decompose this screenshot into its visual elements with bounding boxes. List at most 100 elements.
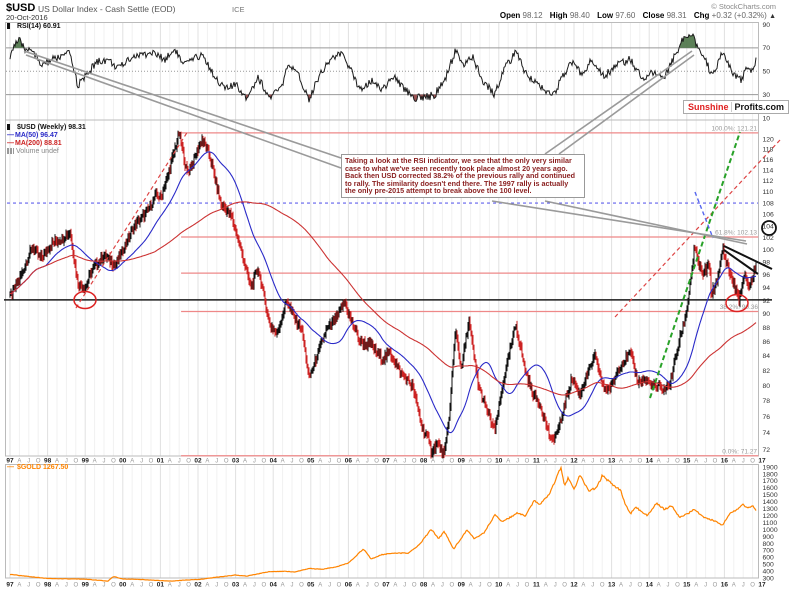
svg-text:10: 10	[495, 458, 503, 465]
svg-text:A: A	[55, 583, 59, 589]
low-value: 97.60	[615, 11, 636, 20]
svg-text:14: 14	[646, 458, 654, 465]
svg-text:J: J	[554, 459, 557, 465]
svg-text:A: A	[168, 583, 172, 589]
svg-text:J: J	[441, 583, 444, 589]
svg-text:O: O	[111, 459, 116, 465]
ma200-legend-label: MA(200) 88.81	[15, 140, 62, 147]
svg-text:O: O	[562, 583, 567, 589]
ma50-legend: —MA(50) 96.47	[7, 132, 58, 139]
svg-text:06: 06	[345, 458, 353, 465]
svg-text:A: A	[619, 583, 623, 589]
svg-text:01: 01	[157, 458, 165, 465]
svg-text:A: A	[657, 583, 661, 589]
svg-text:300: 300	[763, 576, 775, 583]
gold-legend: — $GOLD 1267.50	[7, 464, 68, 471]
stockcharts-copyright: © StockCharts.com	[711, 2, 776, 11]
svg-text:104: 104	[763, 223, 775, 230]
up-arrow-icon: ▲	[769, 13, 776, 20]
svg-text:02: 02	[194, 458, 202, 465]
svg-text:15: 15	[683, 582, 691, 589]
svg-text:A: A	[506, 583, 510, 589]
svg-text:106: 106	[763, 212, 775, 219]
svg-text:118: 118	[763, 147, 774, 154]
ma50-line-icon: —	[7, 132, 14, 139]
svg-text:O: O	[111, 583, 116, 589]
candlestick-icon	[7, 124, 15, 131]
svg-text:O: O	[73, 583, 78, 589]
svg-text:38.2%: 90.36: 38.2%: 90.36	[720, 304, 759, 311]
svg-text:108: 108	[763, 200, 775, 207]
panel-borders	[5, 22, 759, 579]
svg-text:94: 94	[763, 285, 771, 292]
svg-text:O: O	[73, 459, 78, 465]
svg-text:O: O	[449, 583, 454, 589]
svg-text:1900: 1900	[763, 464, 778, 471]
rsi-legend: RSI(14) 60.91	[7, 23, 61, 30]
svg-text:12: 12	[570, 582, 578, 589]
highlight-circles	[73, 220, 777, 313]
horizontal-lines	[4, 202, 772, 301]
svg-text:A: A	[393, 459, 397, 465]
svg-text:O: O	[600, 459, 605, 465]
svg-text:J: J	[516, 459, 519, 465]
ma200-line-icon: —	[7, 140, 14, 147]
svg-text:O: O	[337, 459, 342, 465]
svg-text:116: 116	[763, 157, 774, 164]
svg-text:J: J	[215, 459, 218, 465]
svg-text:76: 76	[763, 414, 771, 421]
svg-text:A: A	[657, 459, 661, 465]
svg-text:14: 14	[646, 582, 654, 589]
svg-text:J: J	[328, 583, 331, 589]
svg-text:90: 90	[763, 311, 771, 318]
svg-text:96: 96	[763, 272, 771, 279]
svg-text:800: 800	[763, 541, 775, 548]
open-label: Open	[499, 11, 521, 20]
svg-text:110: 110	[763, 189, 774, 196]
indicator-icon	[7, 23, 15, 30]
svg-text:J: J	[441, 459, 444, 465]
svg-text:A: A	[393, 583, 397, 589]
gold-legend-label: $GOLD 1267.50	[16, 464, 69, 471]
svg-text:86: 86	[763, 339, 771, 346]
svg-text:120: 120	[763, 136, 775, 143]
svg-text:O: O	[299, 459, 304, 465]
svg-text:O: O	[637, 459, 642, 465]
svg-text:A: A	[17, 459, 21, 465]
svg-text:15: 15	[683, 458, 691, 465]
svg-text:08: 08	[420, 582, 428, 589]
fibonacci-lines: 100.0%: 121.21 61.8%: 102.13 38.2%: 90.36 0…	[181, 125, 759, 457]
svg-text:A: A	[431, 583, 435, 589]
svg-text:112: 112	[763, 178, 774, 185]
svg-text:03: 03	[232, 458, 240, 465]
high-value: 98.40	[569, 11, 590, 20]
svg-text:1200: 1200	[763, 513, 778, 520]
svg-text:O: O	[337, 583, 342, 589]
svg-text:1600: 1600	[763, 485, 778, 492]
svg-text:J: J	[140, 459, 143, 465]
svg-text:17: 17	[758, 582, 766, 589]
svg-text:J: J	[253, 583, 256, 589]
svg-text:O: O	[637, 583, 642, 589]
svg-text:30: 30	[763, 92, 771, 99]
svg-text:J: J	[178, 583, 181, 589]
volume-bars-icon	[7, 148, 14, 155]
x-axis-labels: 9797AAJJOO9898AAJJOO9999AAJJOO0000AAJJOO…	[6, 458, 766, 589]
low-label: Low	[597, 11, 614, 20]
open-value: 98.12	[522, 11, 543, 20]
svg-text:O: O	[36, 459, 41, 465]
svg-text:O: O	[675, 459, 680, 465]
svg-text:J: J	[366, 583, 369, 589]
svg-text:O: O	[525, 459, 530, 465]
volume-legend-label: Volume undef	[16, 148, 59, 155]
svg-text:J: J	[591, 459, 594, 465]
svg-text:J: J	[667, 583, 670, 589]
svg-text:A: A	[356, 459, 360, 465]
svg-text:A: A	[581, 583, 585, 589]
svg-text:J: J	[704, 459, 707, 465]
svg-text:11: 11	[533, 582, 540, 589]
svg-text:70: 70	[763, 45, 771, 52]
svg-text:J: J	[403, 459, 406, 465]
